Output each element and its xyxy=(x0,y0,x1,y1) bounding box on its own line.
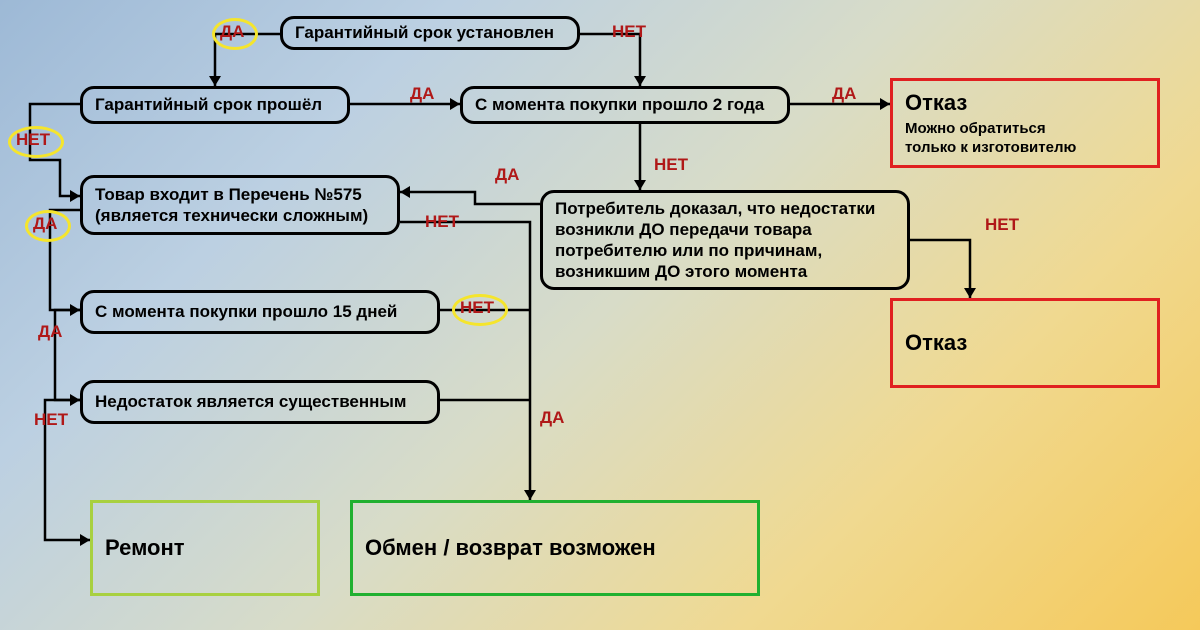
edge-label-l5_yes: ДА xyxy=(495,165,519,185)
node-two-years: С момента покупки прошло 2 года xyxy=(460,86,790,124)
node-15-days: С момента покупки прошло 15 дней xyxy=(80,290,440,334)
node-text: Гарантийный срок установлен xyxy=(295,22,565,43)
terminal-title: Отказ xyxy=(905,89,1145,117)
edge-label-l7_yes: ДА xyxy=(540,408,564,428)
terminal-reject-1: Отказ Можно обратитьсятолько к изготовит… xyxy=(890,78,1160,168)
terminal-exchange: Обмен / возврат возможен xyxy=(350,500,760,596)
edge-label-l1_no: НЕТ xyxy=(612,22,646,42)
terminal-title: Отказ xyxy=(905,329,1145,357)
edge-label-l3_yes: ДА xyxy=(832,84,856,104)
edge-label-l2_yes: ДА xyxy=(410,84,434,104)
edge-label-l1_yes: ДА xyxy=(220,22,244,42)
edge-label-l5_no: НЕТ xyxy=(985,215,1019,235)
node-defect-substantial: Недостаток является существенным xyxy=(80,380,440,424)
edge-label-l7_no: НЕТ xyxy=(34,410,68,430)
terminal-title: Обмен / возврат возможен xyxy=(365,534,745,562)
node-text: Недостаток является существенным xyxy=(95,391,425,412)
edge-label-l2_no: НЕТ xyxy=(16,130,50,150)
edge-label-l3_no: НЕТ xyxy=(654,155,688,175)
node-warranty-expired: Гарантийный срок прошёл xyxy=(80,86,350,124)
edge-label-l4_no: НЕТ xyxy=(425,212,459,232)
edge-label-l6_yes: ДА xyxy=(38,322,62,342)
terminal-subtext: Можно обратитьсятолько к изготовителю xyxy=(905,120,1145,158)
terminal-title: Ремонт xyxy=(105,534,305,562)
node-text: С момента покупки прошло 2 года xyxy=(475,94,775,115)
terminal-repair: Ремонт xyxy=(90,500,320,596)
edge-label-l4_yes: ДА xyxy=(33,214,57,234)
node-text: С момента покупки прошло 15 дней xyxy=(95,301,425,322)
node-warranty-set: Гарантийный срок установлен xyxy=(280,16,580,50)
node-consumer-proof: Потребитель доказал, что недостаткивозни… xyxy=(540,190,910,290)
terminal-reject-2: Отказ xyxy=(890,298,1160,388)
node-text: Гарантийный срок прошёл xyxy=(95,94,335,115)
node-list-575: Товар входит в Перечень №575(является те… xyxy=(80,175,400,235)
edge-label-l6_no: НЕТ xyxy=(460,298,494,318)
